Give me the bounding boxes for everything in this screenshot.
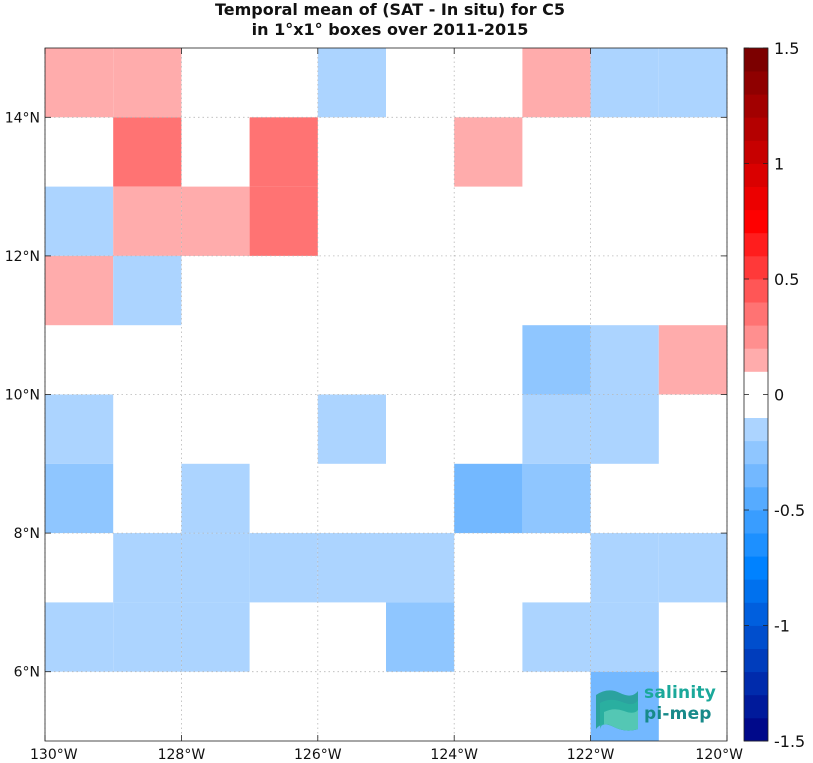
heatmap-cell: [522, 48, 591, 118]
heatmap-cell: [317, 394, 386, 464]
heatmap-cell: [113, 117, 182, 187]
heatmap-cell: [113, 602, 182, 672]
x-tick-label: 126°W: [294, 747, 342, 763]
heatmap-cell: [113, 186, 182, 256]
colorbar-bin: [744, 255, 768, 280]
colorbar-tick-label: 1: [774, 155, 784, 174]
y-tick-label: 6°N: [14, 665, 40, 681]
x-tick-label: 130°W: [30, 747, 78, 763]
heatmap-cell: [522, 325, 591, 395]
colorbar-bin: [744, 533, 768, 557]
heatmap-cell: [45, 186, 114, 256]
colorbar-bin: [744, 440, 768, 465]
chart-title: Temporal mean of (SAT - In situ) for C5: [214, 0, 566, 19]
colorbar-bin: [744, 463, 768, 488]
logo-text-pimep: pi-mep: [644, 704, 712, 724]
colorbar-tick-label: -1.5: [774, 732, 805, 751]
heatmap-cell: [386, 602, 455, 672]
colorbar-layer: 1.5 1 0.5 0 -0.5 -1 -1.5: [743, 39, 805, 751]
colorbar-bin: [744, 602, 768, 626]
heatmap-cell: [590, 602, 659, 672]
colorbar-bin: [744, 510, 768, 534]
y-tick-label: 14°N: [5, 110, 40, 126]
colorbar-bin: [744, 163, 768, 187]
heatmap-cell: [317, 48, 386, 118]
heatmap-cell: [454, 117, 523, 187]
heatmap-cell: [454, 463, 523, 534]
colorbar-bin: [744, 348, 768, 372]
colorbar-bin: [744, 394, 768, 418]
x-tick-label: 128°W: [158, 747, 206, 763]
colorbar-bin: [744, 648, 768, 673]
y-tick-label: 8°N: [14, 526, 40, 542]
x-tick-label: 120°W: [695, 747, 743, 763]
heatmap-cell: [181, 186, 250, 256]
colorbar-tick-label: 1.5: [774, 39, 799, 58]
colorbar-bin: [744, 325, 768, 349]
heatmap-cell: [317, 533, 386, 603]
logo-waves-icon: [596, 690, 638, 731]
colorbar-bin: [744, 209, 768, 234]
heatmap-cell: [590, 533, 659, 603]
colorbar-bin: [744, 94, 768, 118]
heatmap-cell: [522, 602, 591, 672]
heatmap-cell: [45, 602, 114, 672]
heatmap-cell: [113, 255, 182, 326]
colorbar-bin: [744, 625, 768, 649]
heatmap-cell: [113, 533, 182, 603]
x-tick-label: 124°W: [430, 747, 478, 763]
colorbar-bin: [744, 279, 768, 303]
colorbar-bin: [744, 486, 768, 511]
colorbar-tick-label: -1: [774, 617, 790, 636]
colorbar-bin: [744, 694, 768, 719]
heatmap-cell: [590, 394, 659, 464]
heatmap-cell: [181, 463, 250, 534]
heatmap-cell: [522, 463, 591, 534]
y-tick-label: 10°N: [5, 388, 40, 404]
colorbar-tick-label: 0.5: [774, 270, 799, 289]
heatmap-cell: [45, 463, 114, 534]
heatmap-cell: [590, 48, 659, 118]
colorbar-bin: [744, 140, 768, 164]
logo-text-salinity: salinity: [644, 683, 716, 703]
colorbar-tick-label: 0: [774, 386, 784, 405]
salinity-pi-mep-logo: salinity pi-mep: [594, 683, 734, 735]
colorbar-bin: [744, 671, 768, 696]
heatmap-cell: [181, 533, 250, 603]
heatmap-cell: [45, 394, 114, 464]
x-tick-label: 122°W: [567, 747, 615, 763]
cells-layer: [45, 48, 727, 741]
colorbar-bin: [744, 302, 768, 326]
heatmap-cell: [249, 533, 318, 603]
colorbar-bin: [744, 717, 768, 742]
colorbar-bin: [744, 186, 768, 211]
heatmap-cell: [658, 48, 727, 118]
heatmap-cell: [113, 48, 182, 118]
colorbar-bin: [744, 71, 768, 95]
colorbar-bin: [744, 232, 768, 257]
heatmap-cell: [658, 325, 727, 395]
heatmap-cell: [590, 325, 659, 395]
heatmap-cell: [249, 117, 318, 187]
heatmap-cell: [522, 394, 591, 464]
colorbar-bin: [744, 371, 768, 395]
axes-layer: 130°W 128°W 126°W 124°W 122°W 120°W 6°N 8°N 10°N…: [5, 47, 743, 763]
colorbar-tick-label: -0.5: [774, 501, 805, 520]
heatmap-cell: [45, 255, 114, 326]
heatmap-cell: [45, 48, 114, 118]
colorbar-bin: [744, 48, 768, 72]
heatmap-cell: [181, 602, 250, 672]
heatmap-cell: [658, 533, 727, 603]
y-tick-label: 12°N: [5, 249, 40, 265]
colorbar-bin: [744, 417, 768, 442]
heatmap-cell: [249, 186, 318, 256]
heatmap-cell: [386, 533, 455, 603]
colorbar-bin: [744, 579, 768, 603]
colorbar-bin: [744, 117, 768, 141]
colorbar-bin: [744, 556, 768, 580]
chart-subtitle: in 1°x1° boxes over 2011-2015: [251, 20, 529, 39]
